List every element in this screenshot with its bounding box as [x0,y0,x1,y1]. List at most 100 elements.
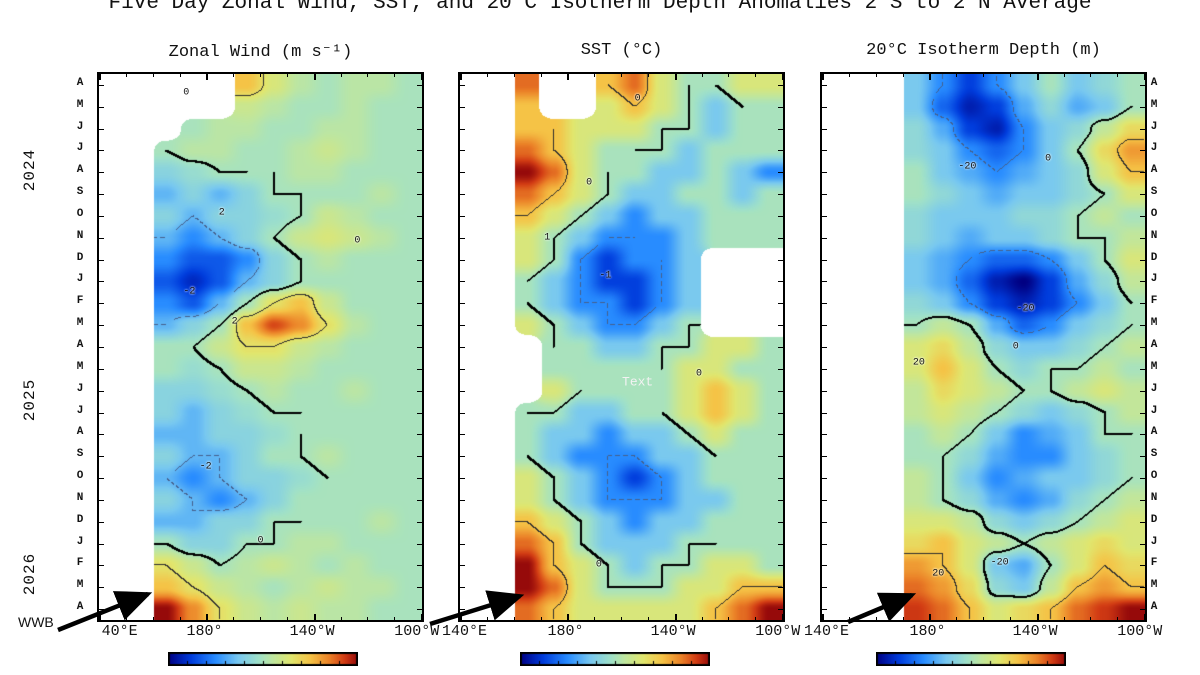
x-minor-tick [487,617,488,620]
x-minor-tick [126,617,127,620]
month-tick [1140,216,1145,217]
month-tick [460,609,465,610]
month-tick [1140,85,1145,86]
month-tick [822,325,827,326]
month-tick [778,325,783,326]
month-label: J [1150,535,1158,548]
month-tick [417,325,422,326]
x-major-tick [822,614,824,620]
x-minor-tick [153,74,154,77]
month-tick [1140,325,1145,326]
x-minor-tick [487,74,488,77]
month-tick [822,478,827,479]
month-tick [460,565,465,566]
month-tick [99,544,104,545]
x-major-tick [460,614,462,620]
month-label: A [76,76,84,89]
month-tick [1140,107,1145,108]
month-tick [460,413,465,414]
x-minor-tick [514,74,515,77]
month-tick [99,609,104,610]
panel-title-isotherm-depth: 20°C Isotherm Depth (m) [866,41,1101,60]
panel-isotherm-depth: 20°C Isotherm Depth (m) -20 0 -20 20 0 20 -20 [820,41,1147,622]
x-major-tick [567,614,569,620]
x-minor-tick [594,74,595,77]
month-tick [417,216,422,217]
month-label: S [1150,448,1158,461]
month-tick [778,172,783,173]
month-tick [417,129,422,130]
month-tick [1140,260,1145,261]
x-minor-tick [1117,617,1118,620]
contour-label: 0 [634,93,641,105]
month-tick [778,216,783,217]
x-minor-tick [180,74,181,77]
x-major-tick [314,614,316,620]
month-tick [778,544,783,545]
x-minor-tick [367,617,368,620]
month-tick [778,478,783,479]
month-label: A [76,164,84,177]
month-label: A [76,601,84,614]
month-tick [1140,129,1145,130]
colorbar-isotherm-depth [876,652,1066,666]
month-label: O [1150,470,1158,483]
month-tick [460,107,465,108]
month-tick [99,150,104,151]
month-tick [822,260,827,261]
month-tick [460,369,465,370]
month-tick [778,369,783,370]
contour-label: 0 [1012,341,1019,353]
month-tick [417,194,422,195]
x-minor-tick [648,74,649,77]
month-label: N [76,229,84,242]
x-tick-label: 140°W [650,623,696,640]
month-tick [822,216,827,217]
x-minor-tick [394,74,395,77]
month-label: J [1150,404,1158,417]
month-tick [822,609,827,610]
month-tick [822,522,827,523]
month-tick [99,347,104,348]
month-tick [778,85,783,86]
x-minor-tick [983,617,984,620]
x-minor-tick [1064,74,1065,77]
x-minor-tick [755,74,756,77]
month-tick [460,172,465,173]
month-tick [778,260,783,261]
month-label: J [76,142,84,155]
month-tick [1140,281,1145,282]
month-tick [778,129,783,130]
colorbar-zonal-wind [168,652,358,666]
month-label: J [1150,142,1158,155]
x-major-tick [421,614,423,620]
month-tick [417,303,422,304]
panel-sst: SST (°C) 0 0 1 -1 0 0 Text [458,41,785,622]
month-label: M [76,360,84,373]
month-tick [460,260,465,261]
month-label: S [76,448,84,461]
month-label: F [76,557,84,570]
month-tick [417,609,422,610]
contour-label: -2 [199,461,212,473]
colorbar-sst [520,652,710,666]
month-tick [417,391,422,392]
month-tick [99,303,104,304]
month-tick [778,194,783,195]
month-tick [417,85,422,86]
month-tick [1140,522,1145,523]
month-tick [99,500,104,501]
panel-title-sst: SST (°C) [580,41,663,60]
month-label: N [76,491,84,504]
x-minor-tick [1010,74,1011,77]
month-label: M [1150,360,1158,373]
month-label: O [76,207,84,220]
x-minor-tick [541,74,542,77]
x-tick-label: 100°W [394,623,440,640]
month-label: O [76,470,84,483]
month-tick [822,303,827,304]
month-tick [1140,478,1145,479]
month-label: N [1150,229,1158,242]
x-major-tick [1144,74,1146,80]
